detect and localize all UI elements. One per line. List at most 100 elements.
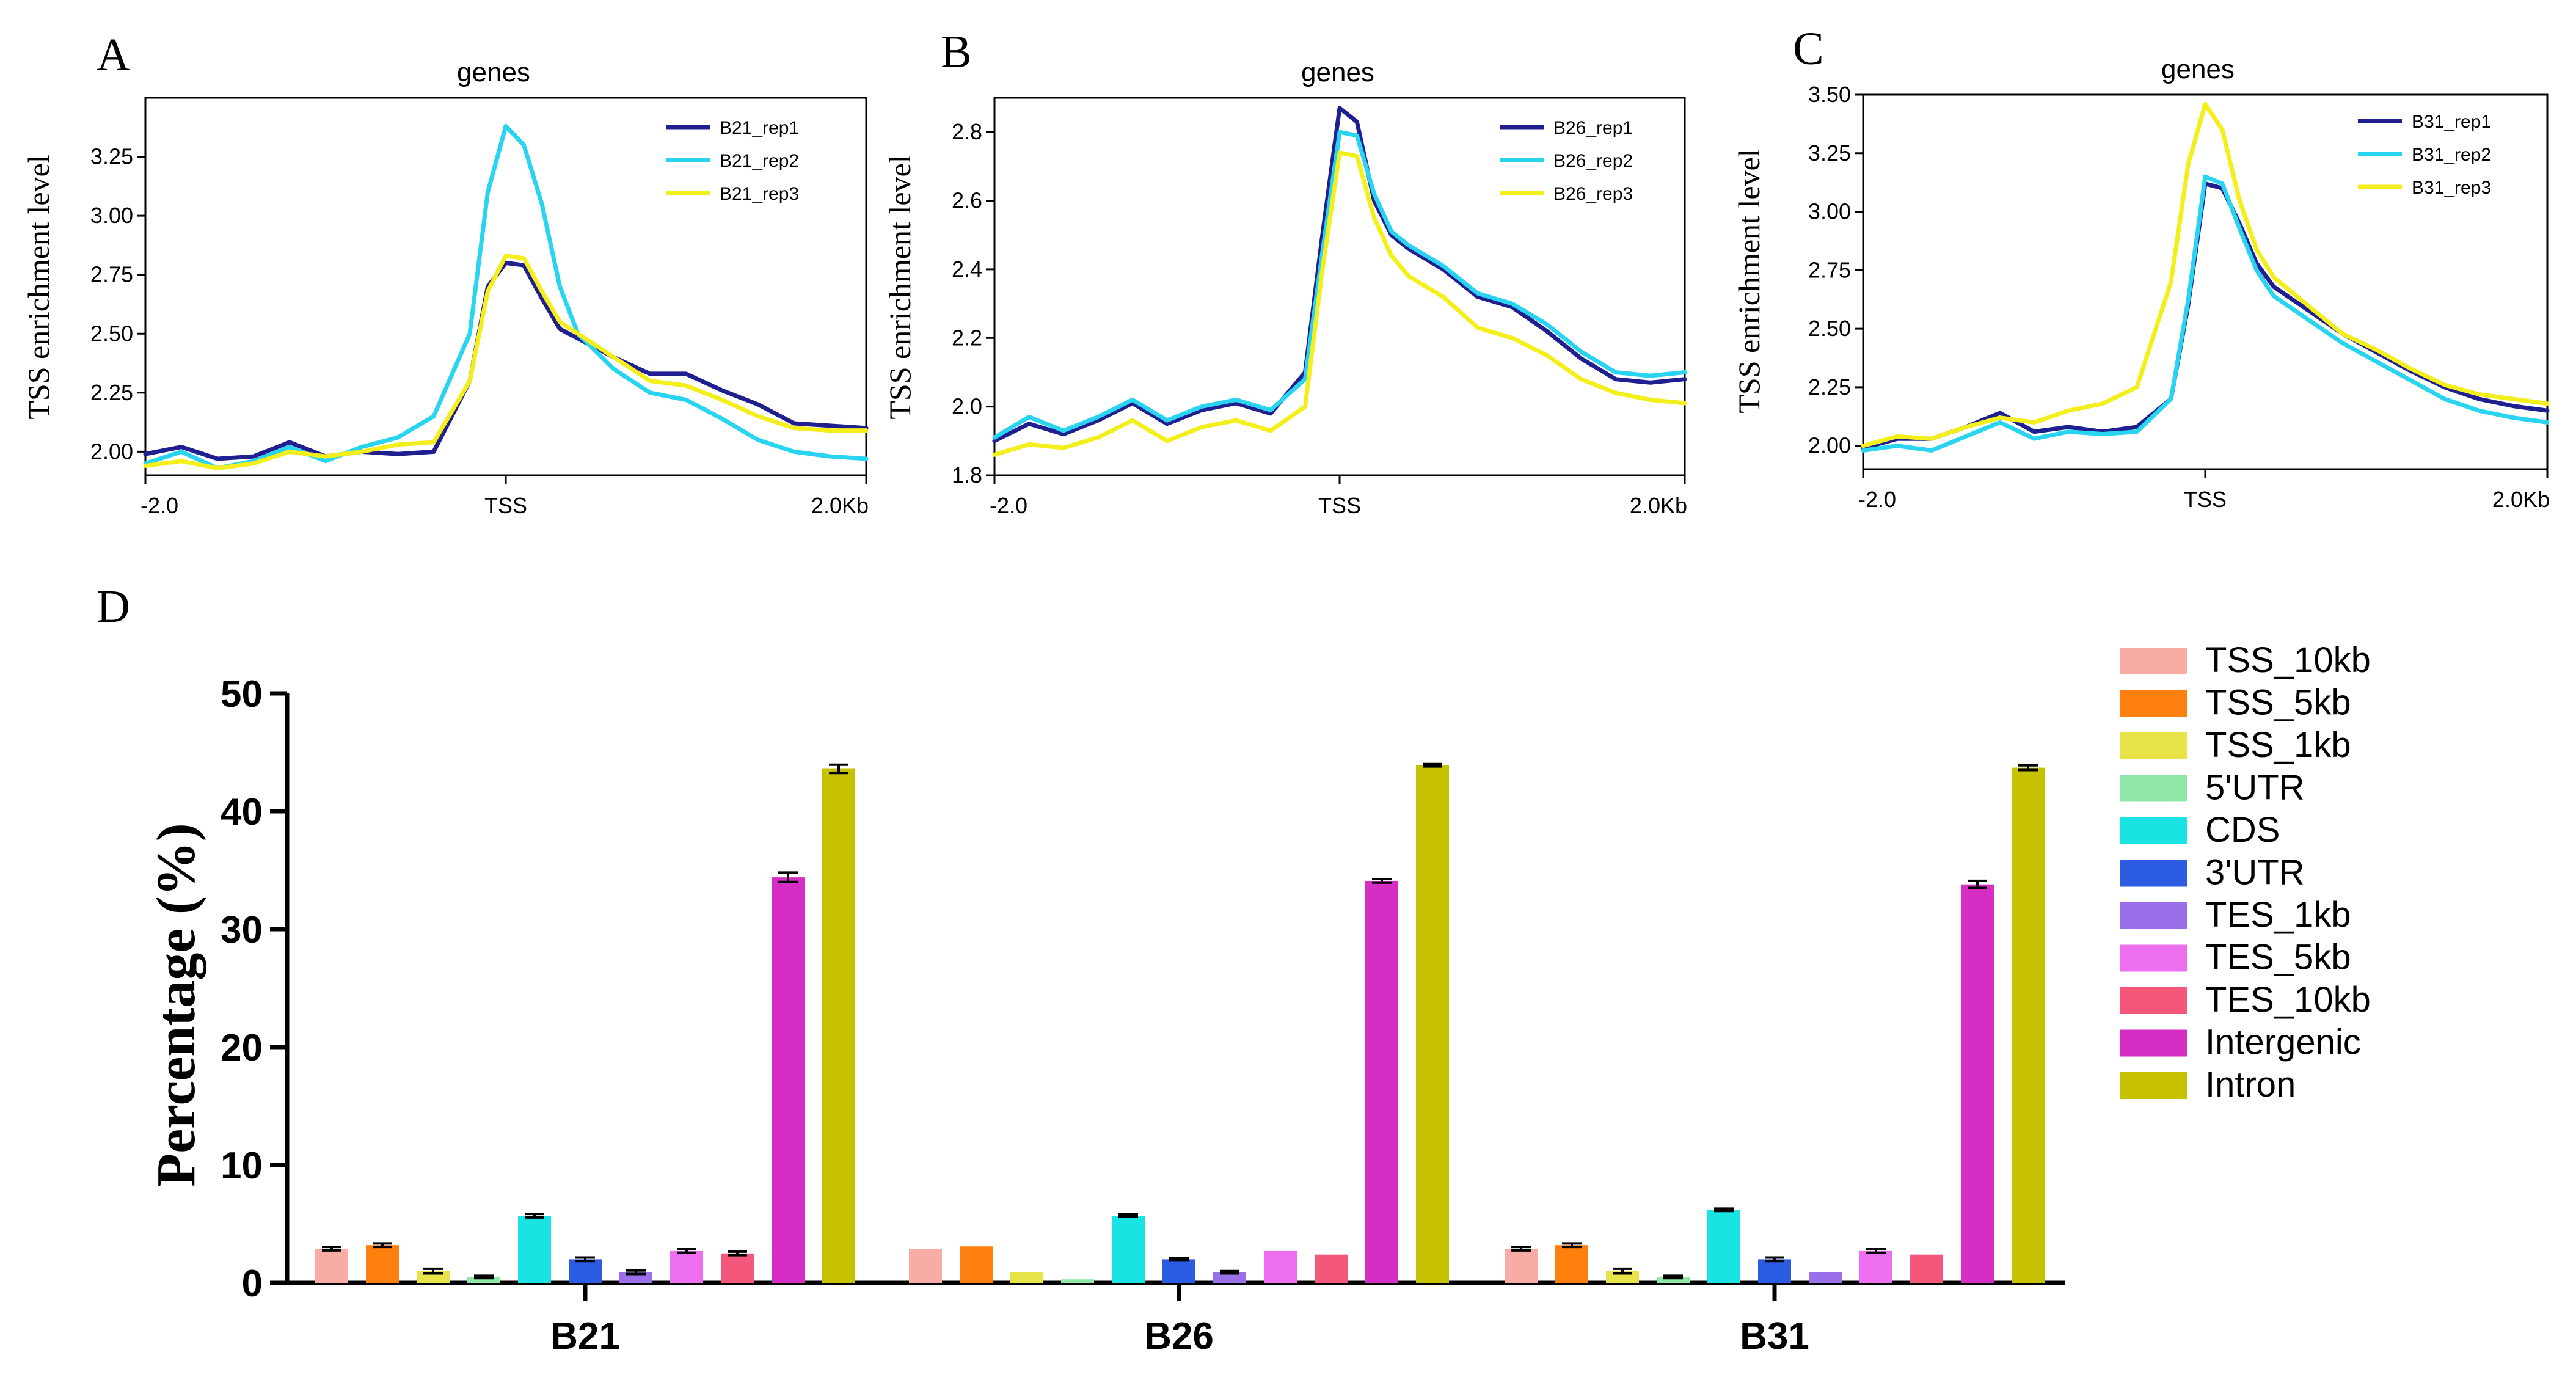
- panel-letter-b: B: [941, 26, 972, 78]
- panel-d-legend-swatch: [2120, 1029, 2187, 1057]
- panel-a-legend-label: B21_rep3: [720, 184, 799, 204]
- panel-d-bar: [1416, 765, 1449, 1283]
- panel-c-title: genes: [2161, 54, 2235, 84]
- panel-d-bar: [772, 877, 805, 1283]
- panel-d-bar: [1758, 1259, 1791, 1283]
- panel-b-series-line: [992, 130, 1687, 440]
- panel-d-legend-label: TES_5kb: [2205, 938, 2351, 977]
- panel-a-series-line: [143, 254, 869, 470]
- panel-a: A genes TSS enrichment level 2.00 2.25 2.5…: [21, 29, 869, 518]
- panel-d-bar: [1910, 1254, 1943, 1283]
- panel-b-x-tick-label: -2.0: [990, 493, 1027, 518]
- panel-d-bar: [467, 1277, 500, 1283]
- panel-c-ylabel: TSS enrichment level: [1732, 148, 1766, 413]
- panel-d-legend-label: TSS_1kb: [2205, 725, 2351, 765]
- panel-c-y-tick-label: 3.00: [1808, 199, 1851, 224]
- panel-d-category-label: B26: [1144, 1315, 1214, 1357]
- panel-d-bar: [1657, 1277, 1690, 1283]
- panel-d-legend-label: TES_1kb: [2205, 895, 2351, 935]
- panel-a-y-tick-label: 3.00: [90, 203, 133, 228]
- panel-b-y-tick-label: 2.2: [952, 325, 982, 350]
- panel-d-bar: [822, 768, 855, 1283]
- panel-b-series-line: [992, 106, 1687, 444]
- panel-d-bar: [1213, 1272, 1246, 1283]
- panel-d-legend-label: Intergenic: [2205, 1023, 2361, 1062]
- panel-letter-a: A: [97, 29, 130, 81]
- panel-d-bar: [1112, 1216, 1145, 1283]
- panel-d-legend-swatch: [2120, 987, 2187, 1014]
- panel-d-legend-label: 3'UTR: [2205, 853, 2305, 893]
- panel-d-y-tick-label: 40: [221, 791, 263, 833]
- panel-d-legend-label: TES_10kb: [2205, 980, 2371, 1020]
- panel-a-legend-label: B21_rep1: [720, 118, 799, 138]
- panel-d-legend-swatch: [2120, 775, 2187, 802]
- panel-d-bar: [1555, 1245, 1588, 1283]
- panel-d-legend-swatch: [2120, 732, 2187, 759]
- panel-d-bar: [960, 1246, 993, 1283]
- panel-a-y-tick-label: 2.75: [90, 262, 133, 287]
- panel-d-legend-swatch: [2120, 817, 2187, 844]
- panel-d-legend-swatch: [2120, 1072, 2187, 1099]
- panel-b-x-tick-label: 2.0Kb: [1630, 493, 1687, 518]
- panel-d-bar: [909, 1249, 942, 1283]
- panel-d-bar: [670, 1250, 703, 1283]
- panel-b-y-tick-label: 2.0: [952, 394, 982, 419]
- panel-c-y-tick-label: 2.25: [1808, 374, 1851, 400]
- panel-d-bar: [315, 1249, 348, 1283]
- panel-d-bar: [1707, 1210, 1740, 1283]
- panel-d-bar: [569, 1259, 602, 1283]
- panel-a-series-line: [143, 260, 869, 461]
- panel-d-legend-label: CDS: [2205, 810, 2280, 850]
- panel-c-y-tick-label: 2.50: [1808, 316, 1851, 341]
- panel-a-title: genes: [457, 57, 530, 87]
- panel-c-y-tick-label: 2.75: [1808, 257, 1851, 282]
- panel-b-legend-label: B26_rep2: [1553, 151, 1633, 171]
- panel-d-category-label: B31: [1740, 1315, 1809, 1357]
- panel-d-legend-label: TSS_10kb: [2205, 640, 2371, 680]
- panel-c-legend-label: B31_rep2: [2412, 145, 2491, 165]
- panel-b-y-tick-label: 1.8: [952, 462, 982, 487]
- panel-d: D Percentage (%) 0 10 20 30 40 50 B21 B26 B31 TSS…: [97, 581, 2371, 1357]
- panel-c-y-tick-label: 2.00: [1808, 433, 1851, 458]
- panel-d-bar: [721, 1253, 754, 1283]
- panel-d-bar: [518, 1216, 551, 1283]
- panel-a-x-tick-label: 2.0Kb: [811, 493, 869, 518]
- panel-a-y-tick-label: 2.25: [90, 380, 133, 405]
- panel-d-bar: [1961, 884, 1994, 1283]
- panel-b: B genes TSS enrichment level 1.8 2.0 2.2 2.…: [883, 26, 1687, 518]
- panel-c-x-tick-label: 2.0Kb: [2492, 487, 2550, 512]
- panel-letter-c: C: [1793, 23, 1824, 75]
- panel-d-legend-swatch: [2120, 690, 2187, 717]
- panel-d-bar: [1315, 1254, 1348, 1283]
- panel-d-legend-label: Intron: [2205, 1065, 2296, 1104]
- panel-d-y-tick-label: 0: [242, 1263, 263, 1305]
- panel-d-y-tick-label: 10: [221, 1145, 263, 1187]
- panel-d-legend-swatch: [2120, 860, 2187, 887]
- panel-d-y-tick-label: 30: [221, 909, 263, 951]
- panel-a-y-tick-label: 2.00: [90, 439, 133, 464]
- panel-c-legend-label: B31_rep1: [2412, 112, 2491, 132]
- panel-a-ylabel: TSS enrichment level: [21, 155, 56, 419]
- panel-d-bar: [1809, 1272, 1842, 1283]
- panel-d-bar: [1505, 1249, 1538, 1283]
- panel-b-y-tick-label: 2.8: [952, 119, 982, 144]
- panel-d-category-label: B21: [550, 1315, 620, 1357]
- panel-letter-d: D: [97, 581, 130, 632]
- panel-a-legend-label: B21_rep2: [720, 151, 799, 171]
- panel-b-title: genes: [1301, 57, 1374, 87]
- panel-c-y-tick-label: 3.25: [1808, 141, 1851, 166]
- panel-d-ylabel: Percentage (%): [146, 823, 206, 1187]
- panel-b-ylabel: TSS enrichment level: [883, 155, 917, 419]
- panel-c-series-line: [1861, 181, 2550, 450]
- panel-d-legend-label: TSS_5kb: [2205, 683, 2351, 723]
- panel-b-y-tick-label: 2.4: [952, 257, 982, 282]
- panel-d-legend-swatch: [2120, 902, 2187, 929]
- panel-c-y-tick-label: 3.50: [1808, 82, 1851, 107]
- panel-b-legend-label: B26_rep3: [1553, 184, 1633, 204]
- panel-d-bar: [1010, 1272, 1043, 1283]
- panel-d-y-tick-label: 20: [221, 1027, 263, 1069]
- panel-b-x-tick-label: TSS: [1318, 493, 1361, 518]
- panel-b-series-line: [992, 150, 1687, 457]
- panel-a-x-tick-label: TSS: [484, 493, 527, 518]
